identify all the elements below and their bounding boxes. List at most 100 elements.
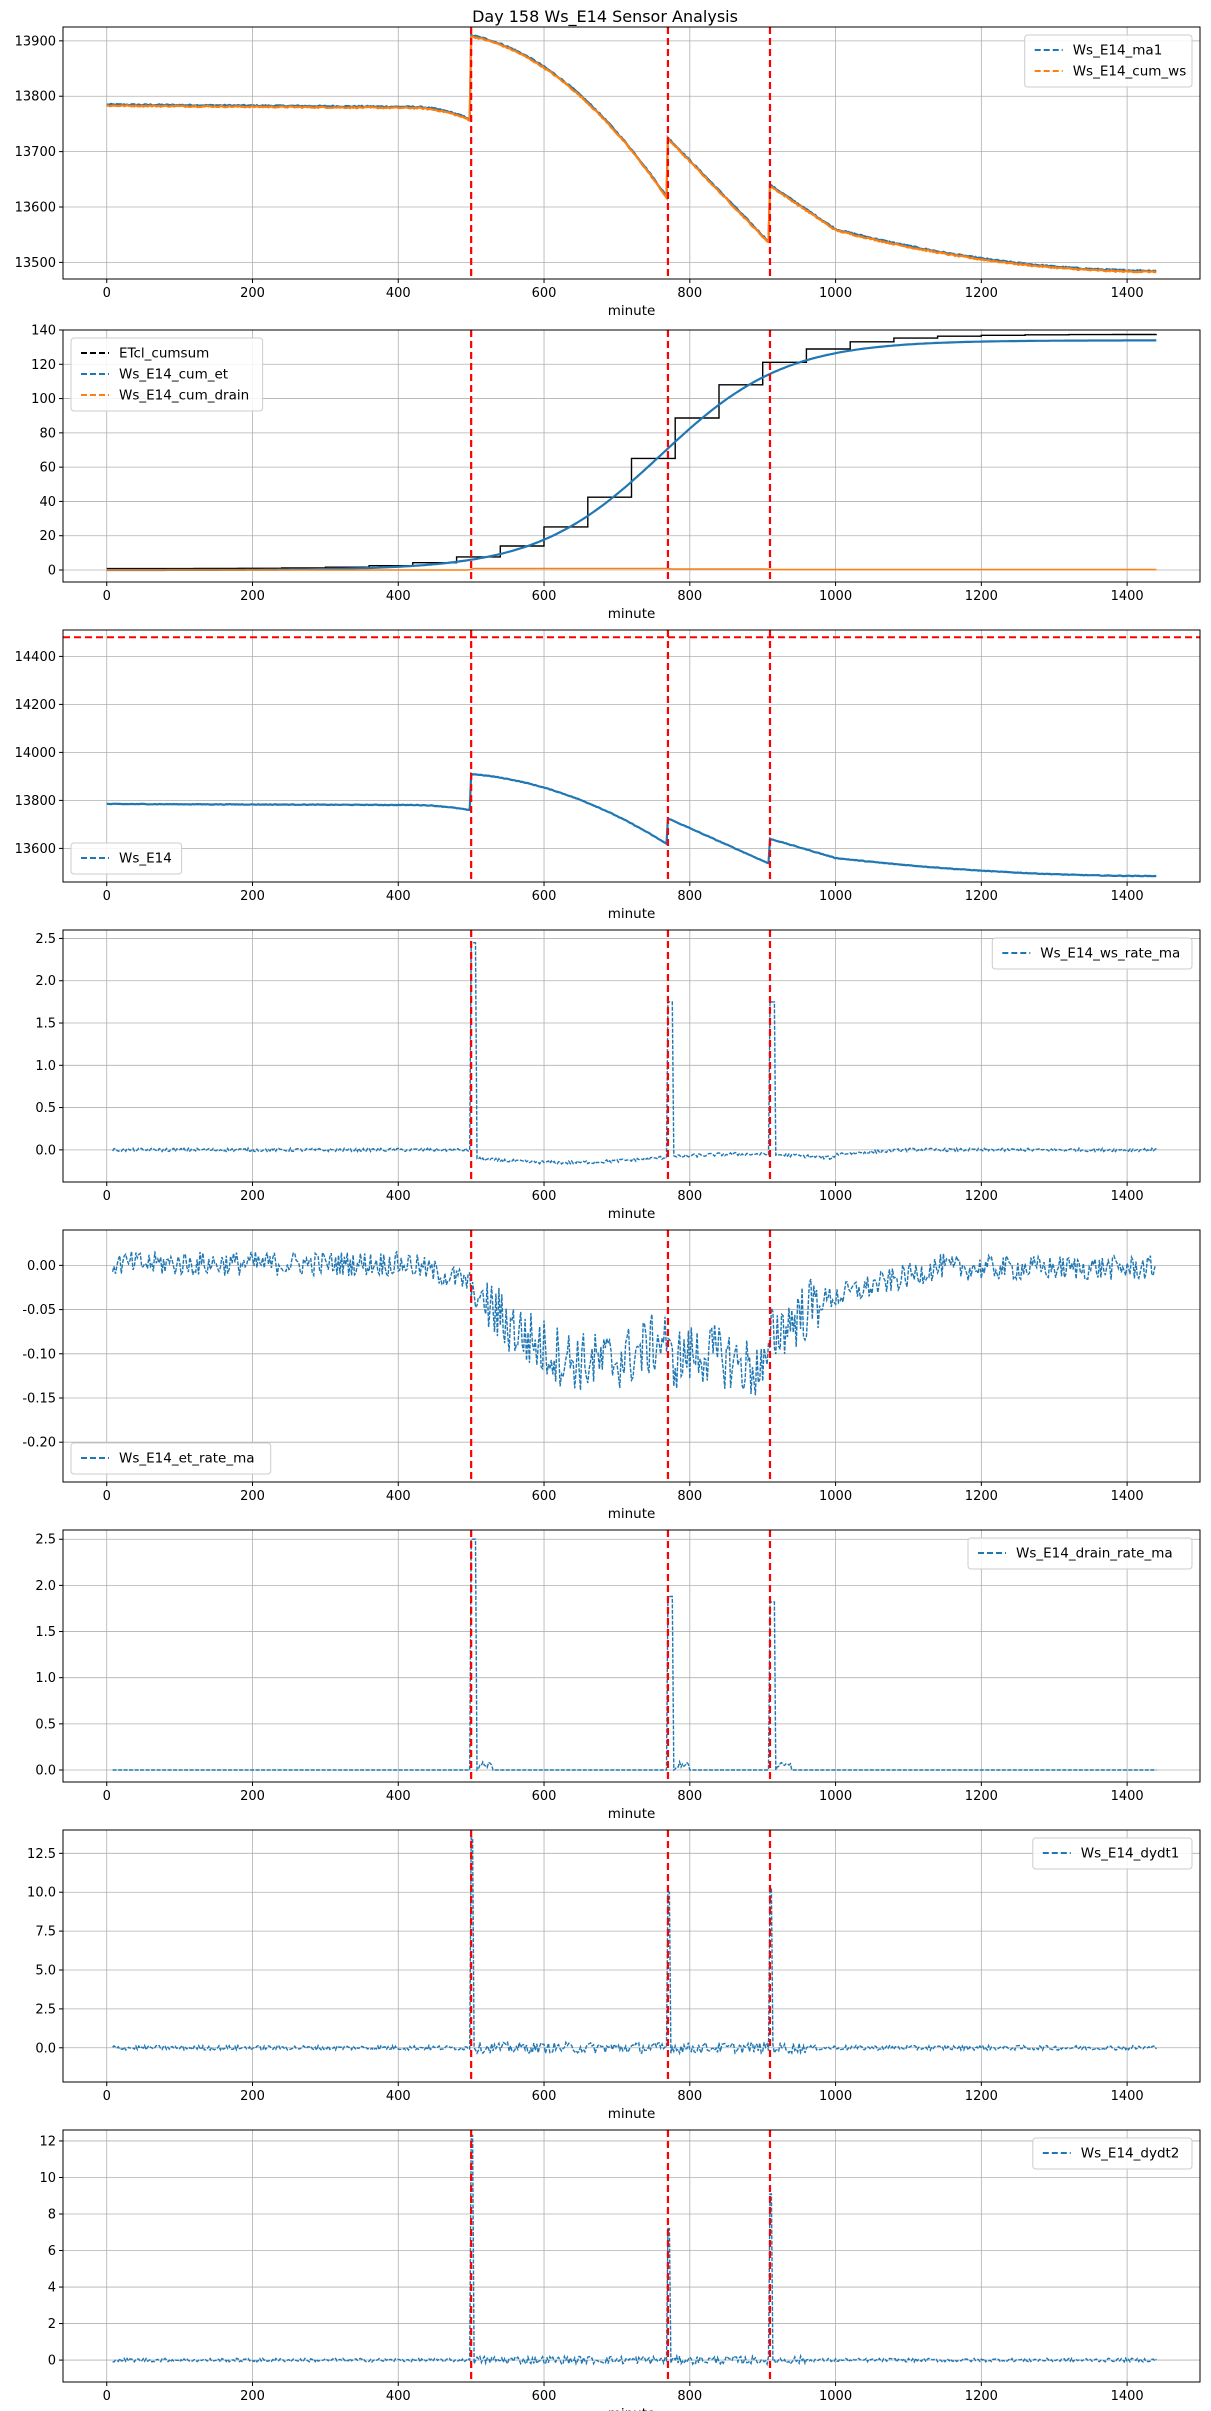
y-tick-label: 0.5 xyxy=(35,1101,56,1116)
axes-frame xyxy=(62,1229,1201,1483)
ticks: 0 200 400 600 800 1000 1200 1400 13500 13600 13700… xyxy=(15,34,1144,301)
x-tick-label: 0 xyxy=(103,2389,111,2404)
y-tick-label: 6 xyxy=(48,2244,56,2259)
y-tick-label: -0.10 xyxy=(22,1347,56,1362)
series-line-Ws_E14_ws_rate_ma xyxy=(112,942,1157,1166)
x-tick-label: 1200 xyxy=(965,2389,998,2404)
panel-1: 0 200 400 600 800 1000 1200 1400 13500 13600 13700… xyxy=(15,26,1201,319)
y-tick-label: 120 xyxy=(31,358,56,373)
x-tick-label: 0 xyxy=(103,1189,111,1204)
x-tick-label: 600 xyxy=(532,286,557,301)
legend-label: Ws_E14_ma1 xyxy=(1073,43,1163,59)
y-tick-label: 2 xyxy=(48,2317,56,2332)
panel-2: 0 200 400 600 800 1000 1200 1400 0 20 40 60 80 100 120… xyxy=(31,324,1201,622)
legend-box xyxy=(967,1537,1193,1570)
y-tick-label: 5.0 xyxy=(35,1964,56,1979)
grid xyxy=(63,2130,1200,2382)
x-tick-label: 1200 xyxy=(965,889,998,904)
y-tick-label: 2.5 xyxy=(35,1533,56,1548)
legend-label: Ws_E14_et_rate_ma xyxy=(119,1451,255,1467)
legend: Ws_E14_ws_rate_ma xyxy=(991,937,1193,970)
legend-label: Ws_E14_cum_ws xyxy=(1073,64,1187,80)
figure-title: Day 158 Ws_E14 Sensor Analysis xyxy=(472,7,738,27)
x-tick-label: 1400 xyxy=(1111,889,1144,904)
y-tick-label: 12 xyxy=(39,2134,56,2149)
x-tick-label: 800 xyxy=(677,889,702,904)
x-tick-label: 1400 xyxy=(1111,1789,1144,1804)
y-tick-label: 0 xyxy=(48,2354,56,2369)
y-tick-label: 0.0 xyxy=(35,1764,56,1779)
legend-label: Ws_E14_dydt1 xyxy=(1081,1846,1180,1862)
grid xyxy=(63,1230,1200,1482)
legend-box xyxy=(1032,1837,1193,1870)
x-tick-label: 1400 xyxy=(1111,286,1144,301)
x-tick-label: 800 xyxy=(677,2089,702,2104)
x-tick-label: 800 xyxy=(677,1789,702,1804)
ticks: 0 200 400 600 800 1000 1200 1400 -0.20 -0.15 -0.10… xyxy=(22,1259,1143,1504)
y-tick-label: 13900 xyxy=(15,34,56,49)
legend-box xyxy=(70,1442,272,1475)
legend: Ws_E14_dydt2 xyxy=(1032,2137,1193,2170)
x-tick-label: 600 xyxy=(532,1489,557,1504)
y-tick-label: 0 xyxy=(48,564,56,579)
legend-box xyxy=(70,842,183,875)
panel-4: 0 200 400 600 800 1000 1200 1400 0.0 0.5 1.0 1.5 2.0… xyxy=(35,929,1201,1222)
y-tick-label: 0.5 xyxy=(35,1717,56,1732)
grid xyxy=(63,630,1200,882)
x-tick-label: 1000 xyxy=(819,286,852,301)
x-tick-label: 200 xyxy=(240,889,265,904)
legend-label: Ws_E14_cum_drain xyxy=(119,388,249,404)
y-tick-label: 0.0 xyxy=(35,2041,56,2056)
ticks: 0 200 400 600 800 1000 1200 1400 13600 13800 14000… xyxy=(15,650,1144,904)
x-tick-label: 1400 xyxy=(1111,2089,1144,2104)
plot-area xyxy=(106,27,1157,279)
axes-frame xyxy=(62,629,1201,883)
legend-label: Ws_E14_ws_rate_ma xyxy=(1040,946,1180,962)
plot-area xyxy=(63,630,1200,882)
plot-area xyxy=(106,330,1157,582)
grid xyxy=(63,1830,1200,2082)
y-tick-label: 13500 xyxy=(15,256,56,271)
y-tick-label: 1.5 xyxy=(35,1017,56,1032)
series-line-Ws_E14_cum_drain xyxy=(106,567,1157,571)
plot-area xyxy=(112,2130,1157,2382)
x-tick-label: 0 xyxy=(103,2089,111,2104)
plot-area xyxy=(112,930,1157,1182)
y-tick-label: 10 xyxy=(39,2171,56,2186)
y-tick-label: 2.0 xyxy=(35,1579,56,1594)
x-tick-label: 200 xyxy=(240,1789,265,1804)
y-tick-label: 40 xyxy=(39,495,56,510)
x-axis-label: minute xyxy=(608,2106,656,2122)
legend-label: Ws_E14 xyxy=(119,851,172,867)
x-tick-label: 0 xyxy=(103,1489,111,1504)
x-tick-label: 200 xyxy=(240,1489,265,1504)
legend-label: Ws_E14_cum_et xyxy=(119,367,228,383)
x-axis-label: minute xyxy=(608,906,656,922)
y-tick-label: 20 xyxy=(39,529,56,544)
y-tick-label: 14000 xyxy=(15,746,56,761)
legend-label: Ws_E14_drain_rate_ma xyxy=(1016,1546,1173,1562)
x-tick-label: 1000 xyxy=(819,889,852,904)
y-tick-label: 8 xyxy=(48,2208,56,2223)
ticks: 0 200 400 600 800 1000 1200 1400 0.0 0.5 1.0 1.5 2.0… xyxy=(35,1533,1143,1804)
legend-box xyxy=(1024,34,1193,88)
ticks: 0 200 400 600 800 1000 1200 1400 0 2 4 6 8 10 12 xyxy=(39,2134,1143,2404)
y-tick-label: 13800 xyxy=(15,90,56,105)
panel-8: 0 200 400 600 800 1000 1200 1400 0 2 4 6 8 10 12 minute… xyxy=(39,2129,1201,2411)
x-axis-label: minute xyxy=(608,1506,656,1522)
x-tick-label: 1000 xyxy=(819,1189,852,1204)
x-tick-label: 1200 xyxy=(965,1189,998,1204)
x-tick-label: 200 xyxy=(240,286,265,301)
x-tick-label: 0 xyxy=(103,589,111,604)
x-tick-label: 200 xyxy=(240,2389,265,2404)
y-tick-label: 12.5 xyxy=(27,1847,56,1862)
y-tick-label: 60 xyxy=(39,461,56,476)
y-tick-label: 2.0 xyxy=(35,974,56,989)
ticks: 0 200 400 600 800 1000 1200 1400 0 20 40 60 80 100 120… xyxy=(31,324,1143,605)
x-axis-label: minute xyxy=(608,1206,656,1222)
x-tick-label: 400 xyxy=(386,1789,411,1804)
x-tick-label: 600 xyxy=(532,589,557,604)
x-tick-label: 200 xyxy=(240,2089,265,2104)
x-tick-label: 400 xyxy=(386,889,411,904)
